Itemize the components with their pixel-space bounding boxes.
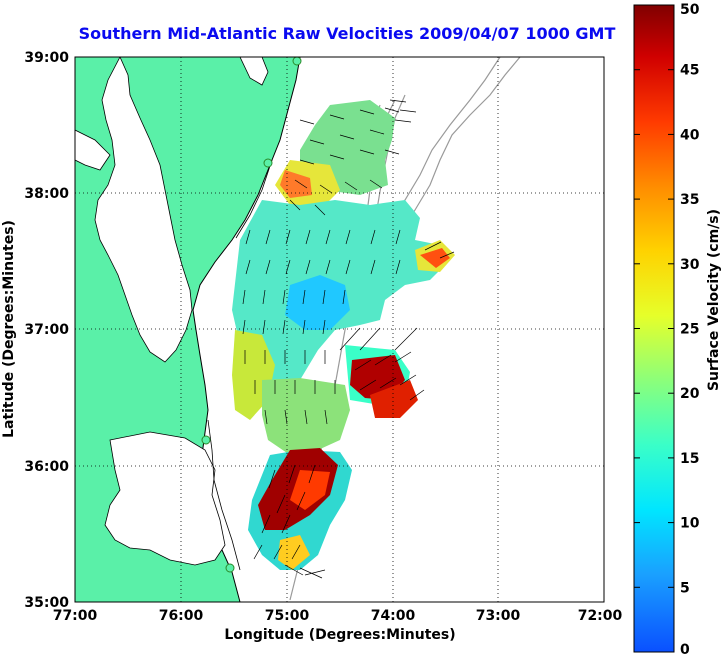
x-axis-label: Longitude (Degrees:Minutes) [224,627,455,643]
y-tick-label: 39:00 [24,50,69,66]
colorbar-tick-label: 20 [680,386,700,402]
x-tick-label: 76:00 [159,608,204,624]
x-tick-label: 77:00 [53,608,98,624]
colorbar-tick-label: 15 [680,451,699,467]
x-tick-label: 72:00 [578,608,623,624]
y-tick-label: 36:00 [24,459,69,475]
y-tick-label: 37:00 [24,322,69,338]
y-tick-label: 38:00 [24,186,69,202]
colorbar-tick-label: 45 [680,63,699,79]
colorbar-tick-label: 0 [680,642,690,658]
colorbar-tick-label: 30 [680,257,700,273]
x-tick-label: 74:00 [371,608,416,624]
colorbar-tick-label: 40 [680,127,700,143]
y-tick-label: 35:00 [24,595,69,611]
colorbar-label: Surface Velocity (cm/s) [706,209,722,391]
radar-stations [201,57,302,573]
colorbar: 0 5 10 15 20 25 30 35 40 45 50 Surface Velocity (c… [633,2,722,658]
x-tick-label: 75:00 [265,608,310,624]
map-title: Southern Mid-Atlantic Raw Velocities 200… [78,24,616,43]
plot-frame [74,56,605,603]
x-axis: 77:00 76:00 75:00 74:00 73:00 72:00 Long… [53,608,623,643]
colorbar-tick-label: 5 [680,580,690,596]
map-grid [75,57,604,602]
colorbar-tick-label: 25 [680,322,699,338]
y-axis-label: Latitude (Degrees:Minutes) [1,220,17,438]
x-tick-label: 73:00 [476,608,521,624]
colorbar-gradient [633,4,675,653]
velocity-field [232,99,455,579]
colorbar-tick-label: 35 [680,192,699,208]
colorbar-tick-label: 10 [680,516,700,532]
y-axis: 39:00 38:00 37:00 36:00 35:00 Latitude (… [1,50,69,611]
colorbar-tick-label: 50 [680,2,700,18]
